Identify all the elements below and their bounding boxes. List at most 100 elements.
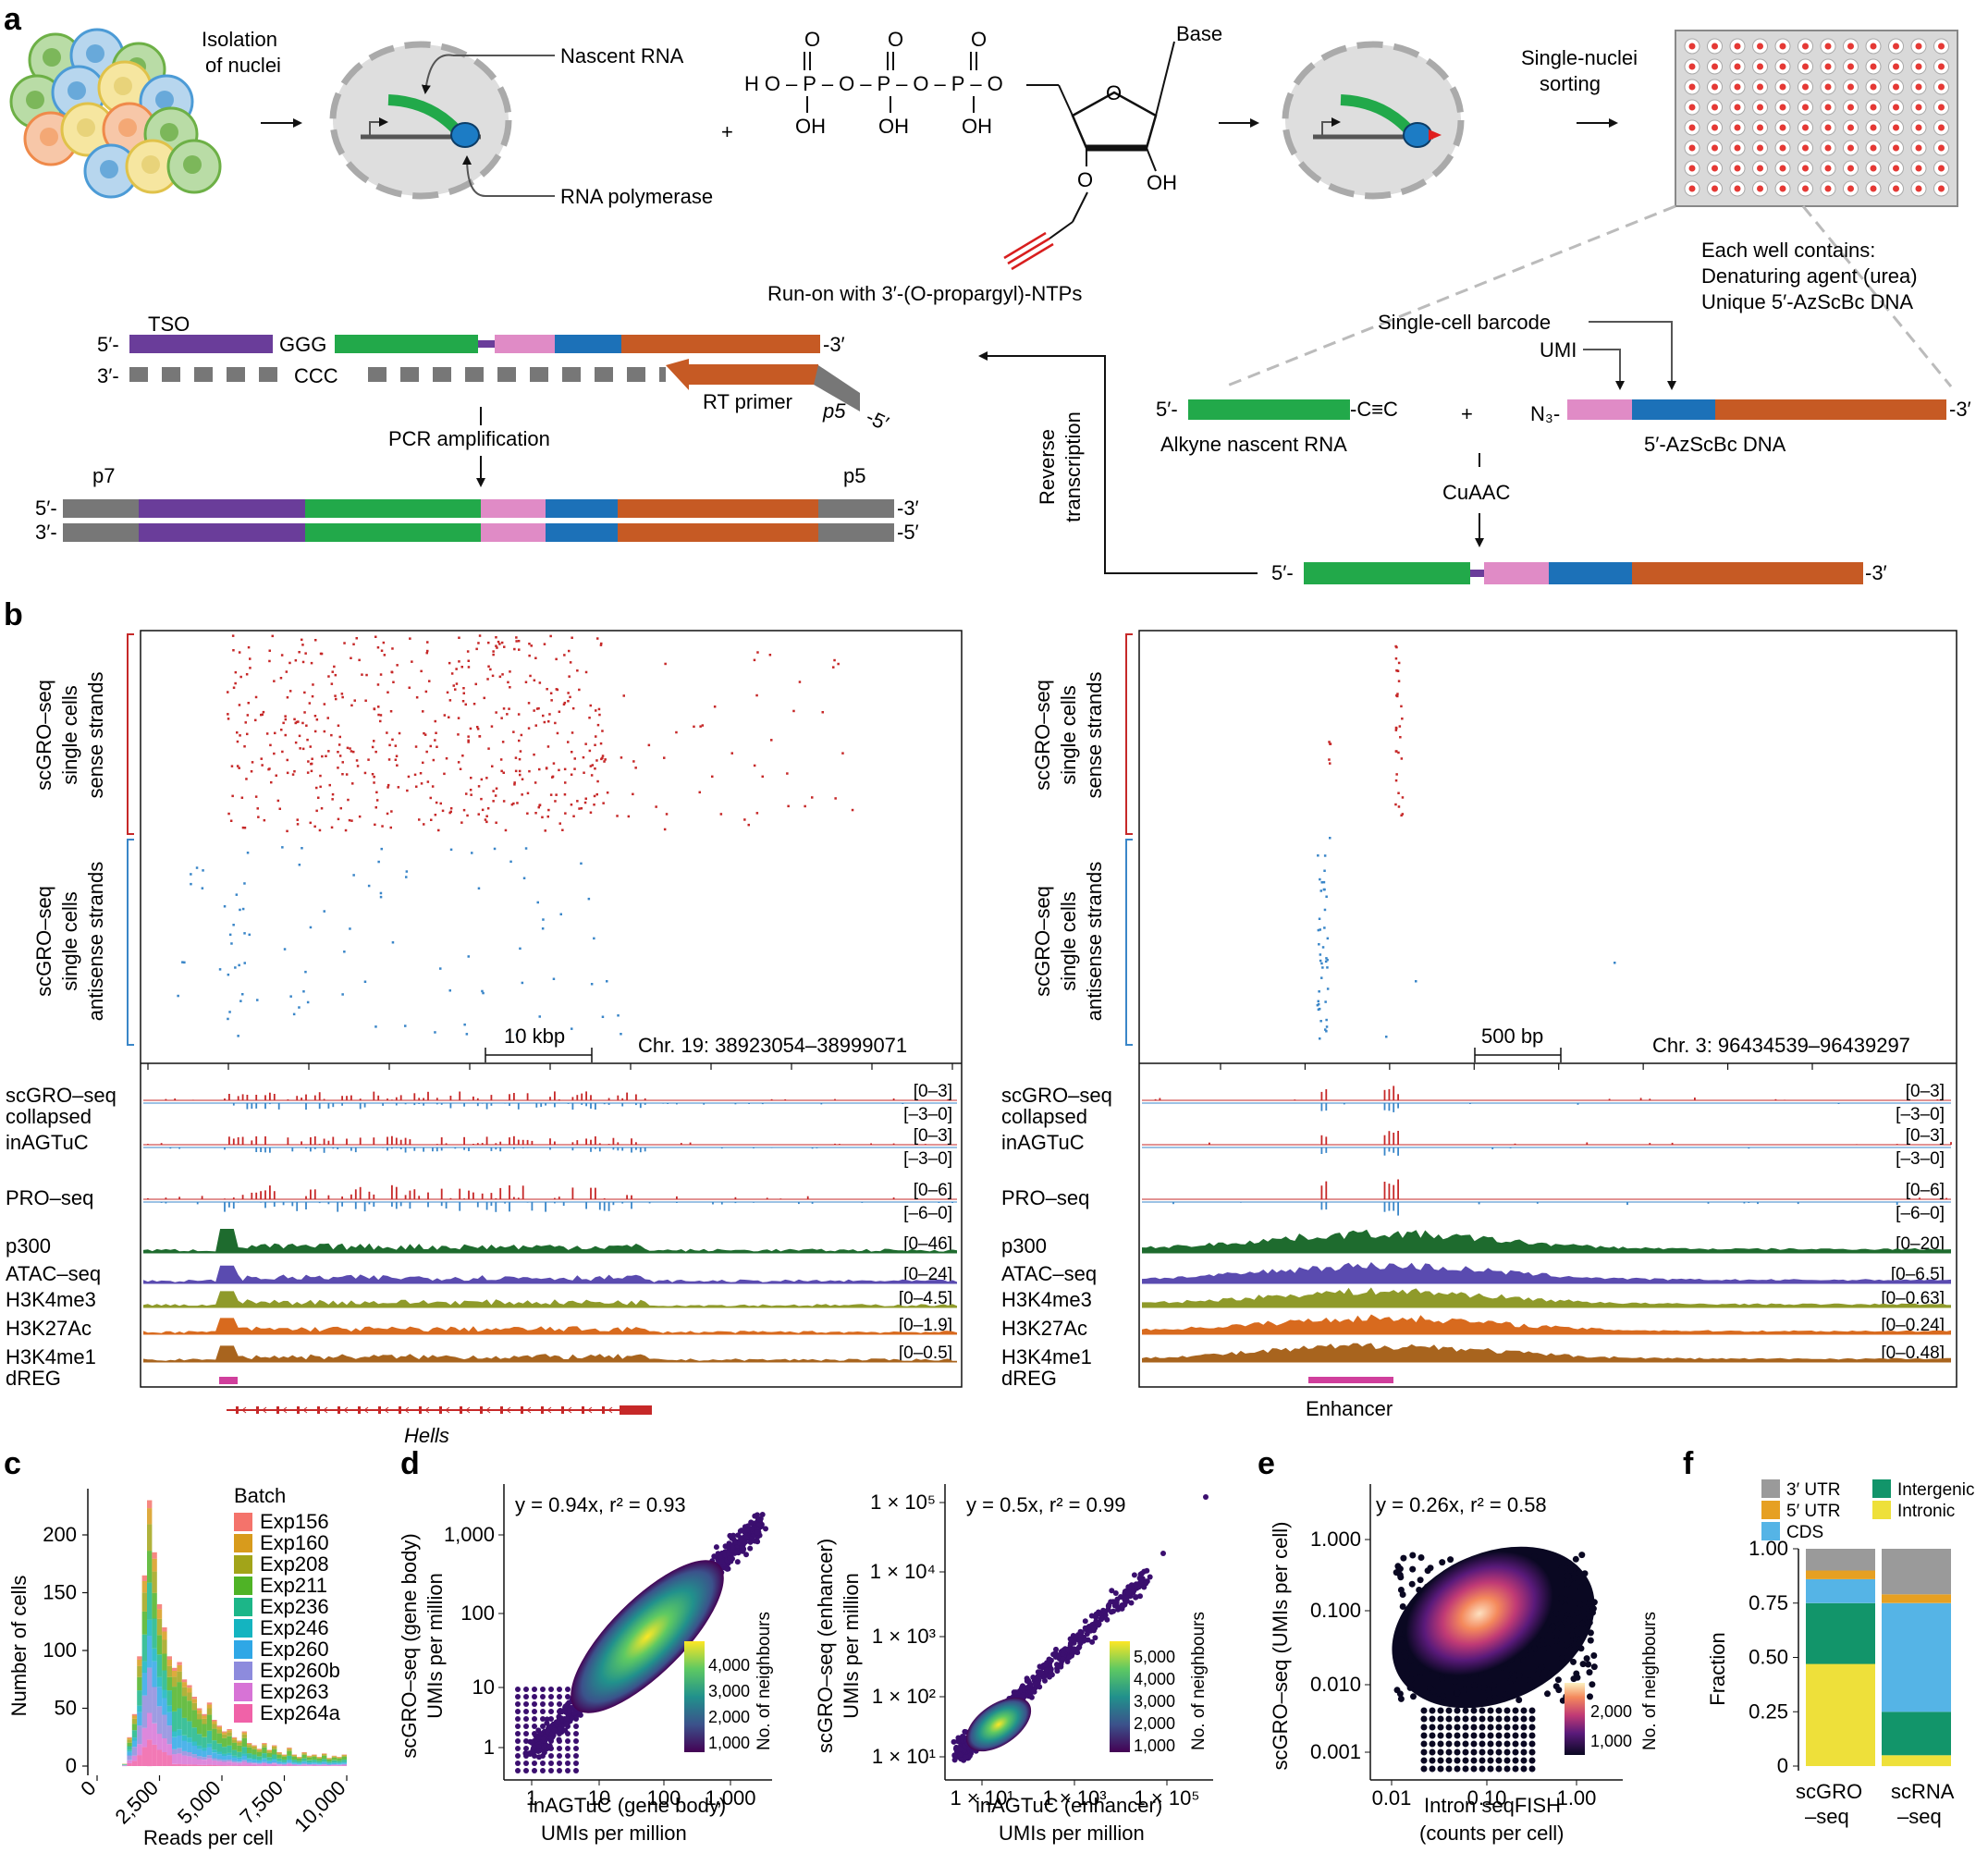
sense-read xyxy=(837,663,840,666)
signal-area xyxy=(1142,1315,1951,1335)
sense-read xyxy=(374,751,377,754)
d-left-point xyxy=(573,1753,579,1759)
c-bar-segment xyxy=(332,1758,337,1761)
exon xyxy=(582,1406,584,1414)
d-right-point xyxy=(1048,1667,1053,1673)
sense-read xyxy=(227,691,229,693)
sense-read xyxy=(1399,725,1402,728)
panel-a-label: a xyxy=(4,2,22,37)
well-contents-2: Denaturing agent (urea) xyxy=(1701,264,1918,288)
c-bar-segment xyxy=(147,1501,152,1509)
antisense-read xyxy=(224,905,227,908)
d-right-point xyxy=(1017,1688,1023,1694)
c-bar-segment xyxy=(182,1718,187,1736)
c-bar-segment xyxy=(332,1757,337,1758)
well-dot xyxy=(1871,166,1877,172)
antisense-read xyxy=(237,1035,239,1037)
sense-read xyxy=(569,696,571,699)
sense-read xyxy=(390,710,393,713)
c-bar-segment xyxy=(287,1760,291,1761)
c-bar-segment xyxy=(182,1736,187,1741)
c-legend-swatch xyxy=(234,1513,252,1531)
e-point xyxy=(1566,1616,1573,1623)
track-range: [0–3] xyxy=(1906,1082,1945,1101)
d-right-xtick-label: 1 × 10¹ xyxy=(950,1786,1013,1810)
d-right-point xyxy=(1091,1625,1097,1630)
well-dot xyxy=(1780,64,1786,70)
d-left-point xyxy=(532,1761,537,1766)
antisense-read xyxy=(1329,837,1331,840)
antisense-read xyxy=(324,910,326,913)
sense-read xyxy=(468,666,471,669)
c-bar-segment xyxy=(152,1593,156,1619)
antisense-read xyxy=(1324,1028,1327,1031)
d-left-point xyxy=(537,1748,543,1753)
d-left-point xyxy=(548,1761,554,1766)
c-bar-segment xyxy=(172,1749,177,1754)
right-antisense-1: scGRO–seq xyxy=(1031,886,1054,997)
sense-read xyxy=(358,659,361,662)
antisense-read xyxy=(341,993,344,996)
c-ytick-label: 200 xyxy=(43,1523,77,1546)
sense-read xyxy=(564,768,567,771)
e-point xyxy=(1553,1683,1560,1689)
sense-read xyxy=(714,706,717,708)
e-point xyxy=(1409,1552,1416,1559)
antisense-read xyxy=(434,1031,436,1034)
d-left-point xyxy=(532,1768,537,1773)
well-dot xyxy=(1780,166,1786,172)
well-dot xyxy=(1916,104,1922,111)
sense-read xyxy=(249,657,252,660)
antisense-read xyxy=(229,934,232,937)
sense-read xyxy=(519,758,522,761)
c-bar-segment xyxy=(217,1727,222,1730)
c-bar-segment xyxy=(232,1743,237,1750)
c-bar-segment xyxy=(137,1656,141,1660)
signal-area xyxy=(143,1318,957,1334)
sense-read xyxy=(248,702,251,705)
antisense-read xyxy=(593,938,595,940)
c-bar-segment xyxy=(301,1761,306,1762)
well-dot xyxy=(1893,84,1899,91)
sense-read xyxy=(479,634,482,637)
left-sense-2: single cells xyxy=(58,685,81,785)
sense-read xyxy=(247,714,250,717)
c-bar-segment xyxy=(187,1693,191,1701)
sense-read xyxy=(356,637,359,640)
tso-3prime: -3′ xyxy=(823,333,845,356)
sense-read xyxy=(537,707,540,710)
antisense-read xyxy=(284,948,287,951)
e-cbar-tick: 1,000 xyxy=(1590,1732,1632,1750)
c-bar-segment xyxy=(152,1662,156,1687)
d-left-point xyxy=(735,1532,741,1538)
c-bar-segment xyxy=(337,1764,341,1765)
sense-read xyxy=(702,724,705,727)
sense-read xyxy=(1395,727,1398,730)
c-bar-segment xyxy=(147,1524,152,1551)
sense-read xyxy=(468,660,471,663)
d-left-point xyxy=(532,1709,537,1714)
c-bar-segment xyxy=(142,1576,147,1581)
library-segment xyxy=(63,523,139,542)
c-bar-segment xyxy=(202,1724,206,1737)
f-legend-swatch xyxy=(1872,1479,1891,1498)
sense-read xyxy=(458,761,460,764)
d-right-xtick-label: 1 × 10⁵ xyxy=(1135,1786,1200,1810)
c-bar-segment xyxy=(267,1761,272,1763)
d-left-point xyxy=(548,1768,554,1773)
c-bar-segment xyxy=(317,1757,322,1758)
c-bar-segment xyxy=(262,1753,266,1758)
c-bar-segment xyxy=(147,1713,152,1740)
e-point xyxy=(1529,1749,1536,1756)
c-bar-segment xyxy=(207,1731,212,1744)
e-point xyxy=(1471,1749,1478,1756)
sense-read xyxy=(460,821,463,824)
sense-read xyxy=(297,818,300,821)
sense-read xyxy=(525,681,528,684)
sense-read xyxy=(311,770,313,773)
exon xyxy=(622,1406,625,1414)
e-point xyxy=(1504,1733,1511,1739)
sense-read xyxy=(437,829,440,832)
e-point xyxy=(1539,1664,1545,1671)
well-dot xyxy=(1938,84,1945,91)
